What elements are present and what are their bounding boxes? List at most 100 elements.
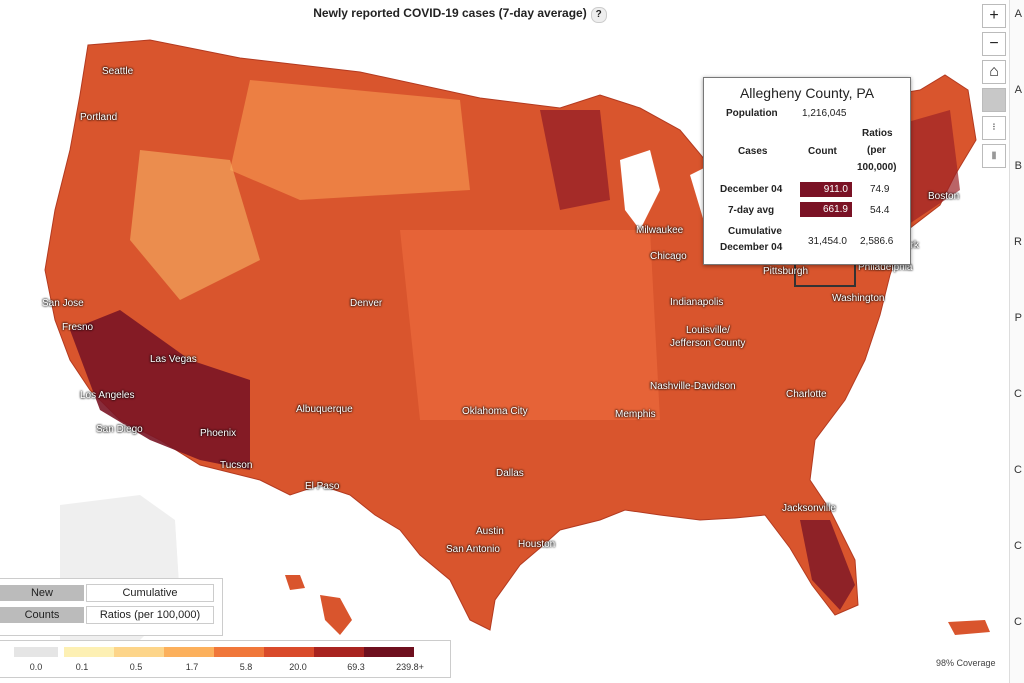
city-label: San Jose xyxy=(42,298,84,309)
per100k-header: 100,000) xyxy=(857,162,897,173)
legend-tick-label: 0.0 xyxy=(30,662,43,672)
row-ratio: 74.9 xyxy=(870,184,890,195)
per-header: (per xyxy=(867,145,886,156)
city-label: Louisville/ xyxy=(686,325,730,336)
right-panel-strip: A A B R P C C C C xyxy=(1009,0,1024,683)
legend-swatch xyxy=(64,647,114,657)
city-label: Memphis xyxy=(615,409,656,420)
legend-swatch xyxy=(214,647,264,657)
city-label: Portland xyxy=(80,112,118,123)
city-label: Philadelphia xyxy=(858,262,913,273)
strip-letter: C xyxy=(1014,464,1022,476)
color-legend: 0.0 0.1 0.5 1.7 5.8 20.0 69.3 239.8+ xyxy=(0,640,451,678)
tooltip-county-name: Allegheny County, PA xyxy=(739,85,875,101)
city-label: Los Angeles xyxy=(80,390,135,401)
city-label: Nashville-Davidson xyxy=(650,381,736,392)
population-label: Population xyxy=(726,108,778,119)
legend-swatch xyxy=(314,647,364,657)
row-label: 7-day avg xyxy=(728,205,775,216)
ratios-header: Ratios xyxy=(862,128,893,139)
strip-letter: B xyxy=(1014,160,1022,172)
city-label: Charlotte xyxy=(786,389,827,400)
strip-letter: C xyxy=(1014,616,1022,628)
city-label: Fresno xyxy=(62,322,94,333)
city-label: Houston xyxy=(518,539,556,550)
city-label: El Paso xyxy=(305,481,340,492)
cumulative-toggle[interactable]: Cumulative xyxy=(86,584,214,602)
row-ratio: 54.4 xyxy=(870,205,890,216)
count-header: Count xyxy=(808,146,837,157)
northern-plains-region xyxy=(230,80,470,200)
city-label: ork xyxy=(905,240,919,251)
florida-hotspot xyxy=(800,520,855,610)
city-label: Jefferson County xyxy=(670,338,746,349)
city-label: Indianapolis xyxy=(670,297,724,308)
strip-letter: P xyxy=(1014,312,1022,324)
coverage-text: 98% Coverage xyxy=(936,658,996,668)
strip-letter: A xyxy=(1014,84,1022,96)
legend-swatch xyxy=(364,647,414,657)
city-label: Dallas xyxy=(496,468,524,479)
basemap-icon[interactable] xyxy=(982,88,1006,112)
upper-midwest-hotspot xyxy=(540,110,610,210)
city-label: Oklahoma City xyxy=(462,406,528,417)
legend-tick-label: 1.7 xyxy=(186,662,199,672)
city-label: San Diego xyxy=(96,424,143,435)
legend-tick-label: 239.8+ xyxy=(396,662,424,672)
cumulative-ratio: 2,586.6 xyxy=(860,236,894,247)
strip-letter: R xyxy=(1014,236,1022,248)
zoom-out-button[interactable]: − xyxy=(982,32,1006,56)
city-label: Pittsburgh xyxy=(763,266,809,277)
legend-swatch xyxy=(14,647,58,657)
bar-layer-icon[interactable]: ▮ xyxy=(982,144,1006,168)
city-label: San Antonio xyxy=(446,544,500,555)
cumulative-date-label: December 04 xyxy=(720,242,783,253)
central-region xyxy=(400,230,660,420)
city-label: Jacksonville xyxy=(782,503,836,514)
city-label: Milwaukee xyxy=(636,225,684,236)
legend-tick-label: 5.8 xyxy=(240,662,253,672)
row-count: 661.9 xyxy=(800,202,852,217)
city-label: Washington xyxy=(832,293,885,304)
bubble-layer-icon[interactable]: ⁝ xyxy=(982,116,1006,140)
strip-letter: C xyxy=(1014,540,1022,552)
hawaii-shape[interactable] xyxy=(285,575,352,635)
new-toggle[interactable]: New xyxy=(0,585,84,601)
row-label: December 04 xyxy=(720,184,783,195)
home-button[interactable]: ⌂ xyxy=(982,60,1006,84)
legend-tick-label: 69.3 xyxy=(347,662,365,672)
strip-letter: C xyxy=(1014,388,1022,400)
legend-tick-label: 0.1 xyxy=(76,662,89,672)
legend-swatch xyxy=(164,647,214,657)
city-label: Denver xyxy=(350,298,383,309)
ratios-toggle[interactable]: Ratios (per 100,000) xyxy=(86,606,214,624)
great-lakes-water xyxy=(620,150,660,230)
cumulative-label: Cumulative xyxy=(728,226,782,237)
city-label: Tucson xyxy=(220,460,253,471)
row-count: 911.0 xyxy=(800,182,852,197)
legend-scale: 0.0 0.1 0.5 1.7 5.8 20.0 69.3 239.8+ xyxy=(14,647,424,672)
population-value: 1,216,045 xyxy=(802,108,847,119)
legend-swatch xyxy=(114,647,164,657)
puerto-rico-shape[interactable] xyxy=(948,620,990,635)
cumulative-count: 31,454.0 xyxy=(808,236,847,247)
metric-toggles: New Cumulative Counts Ratios (per 100,00… xyxy=(0,578,223,636)
city-label: Las Vegas xyxy=(150,354,197,365)
zoom-in-button[interactable]: + xyxy=(982,4,1006,28)
legend-tick-label: 0.5 xyxy=(130,662,143,672)
city-label: Boston xyxy=(928,191,960,202)
southwest-hotspot xyxy=(70,310,250,470)
help-icon[interactable]: ? xyxy=(590,7,607,23)
legend-swatch xyxy=(264,647,314,657)
city-label: Phoenix xyxy=(200,428,237,439)
city-label: Seattle xyxy=(102,66,134,77)
map-title: Newly reported COVID-19 cases (7-day ave… xyxy=(0,6,920,23)
city-label: Chicago xyxy=(650,251,687,262)
cases-header: Cases xyxy=(738,146,768,157)
legend-tick-label: 20.0 xyxy=(289,662,307,672)
city-label: Albuquerque xyxy=(296,404,353,415)
strip-letter: A xyxy=(1014,8,1022,20)
counts-toggle[interactable]: Counts xyxy=(0,607,84,623)
city-label: Austin xyxy=(476,526,504,537)
county-tooltip: Allegheny County, PA Population 1,216,04… xyxy=(703,77,911,265)
